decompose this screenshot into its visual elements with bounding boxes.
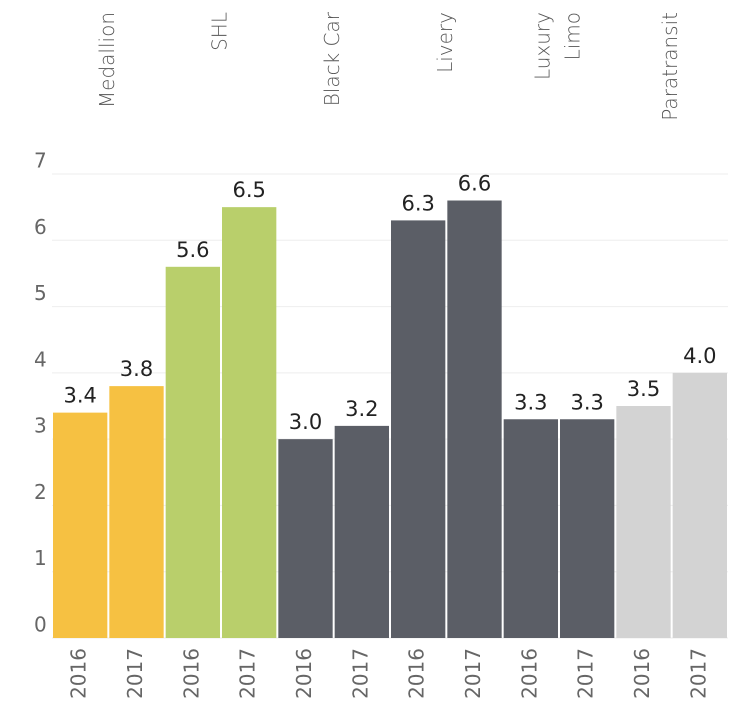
x-tick-label: 2017 [348,648,372,699]
bar [278,439,333,638]
bar [503,419,558,638]
group-label: Paratransit [658,12,682,121]
value-label: 3.3 [514,390,547,414]
bar [391,220,446,638]
group-label: Luxury [531,12,555,80]
x-tick-label: 2017 [236,648,260,699]
group-label: Limo [561,12,585,60]
bar [334,425,389,638]
bar [222,207,277,638]
bar [109,386,164,638]
x-tick-label: 2016 [405,648,429,699]
group-label: SHL [208,12,232,51]
x-tick-label: 2016 [517,648,541,699]
y-tick-label: 6 [34,215,47,239]
value-label: 6.5 [232,178,265,202]
y-tick-label: 3 [34,414,47,438]
bar [53,412,108,638]
value-label: 5.6 [176,238,209,262]
y-tick-label: 0 [34,613,47,637]
value-label: 3.8 [120,357,153,381]
value-label: 3.3 [570,390,603,414]
bar [165,266,220,638]
x-tick-label: 2016 [292,648,316,699]
y-tick-label: 5 [34,281,47,305]
x-tick-label: 2017 [461,648,485,699]
x-tick-label: 2016 [179,648,203,699]
value-label: 6.3 [401,191,434,215]
value-label: 3.2 [345,397,378,421]
bar [672,372,727,638]
x-tick-label: 2017 [574,648,598,699]
y-tick-label: 1 [34,546,47,570]
value-label: 6.6 [458,172,491,196]
x-tick-label: 2016 [630,648,654,699]
x-tick-label: 2017 [123,648,147,699]
group-label: Black Car [320,11,344,106]
value-label: 4.0 [683,344,716,368]
y-tick-label: 2 [34,480,47,504]
x-tick-label: 2017 [686,648,710,699]
group-label: Livery [433,12,457,73]
value-label: 3.5 [627,377,660,401]
x-tick-label: 2016 [67,648,91,699]
bar [616,406,671,638]
bar [447,200,502,638]
value-label: 3.4 [63,384,96,408]
bar [560,419,615,638]
value-label: 3.0 [289,410,322,434]
y-tick-label: 7 [34,149,47,173]
group-label: Medallion [95,12,119,108]
y-tick-label: 4 [34,347,47,371]
